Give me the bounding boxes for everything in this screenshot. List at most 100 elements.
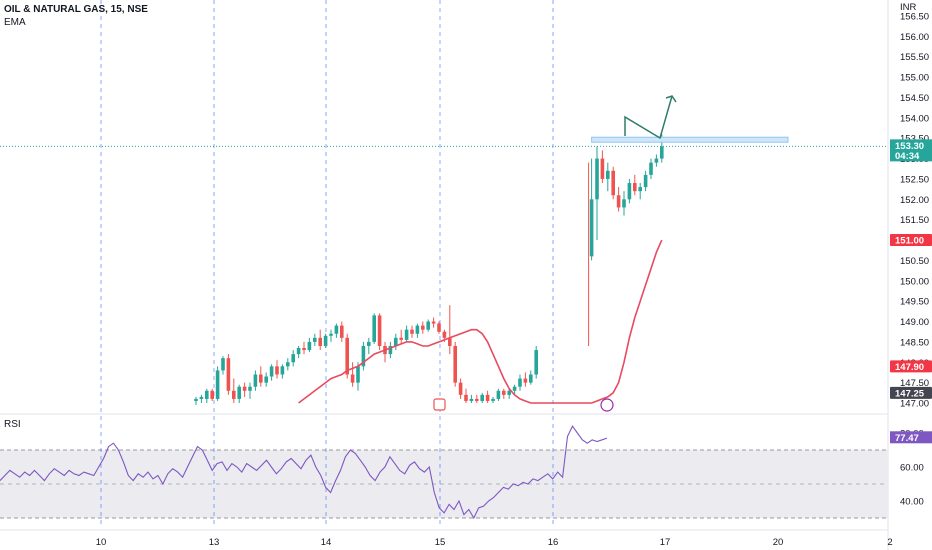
candle-body (485, 394, 490, 401)
candle-body (426, 321, 430, 330)
rsi-value-text: 77.47 (895, 433, 919, 444)
candle-body (286, 362, 290, 367)
candle-body (442, 331, 447, 338)
candle-body (318, 337, 322, 346)
candle-body (523, 378, 528, 383)
candle-body (410, 329, 414, 334)
candle-body (280, 366, 285, 375)
price-tick-153.50: 153.50 (900, 134, 929, 145)
candle-body (633, 183, 637, 192)
candle-body (627, 183, 632, 200)
candle (421, 321, 425, 334)
rsi-pane-label[interactable]: RSI (4, 419, 21, 430)
candle (431, 317, 436, 328)
price-tick-155.50: 155.50 (900, 52, 929, 63)
candle-body (248, 386, 252, 391)
candle-body (458, 382, 463, 395)
candle (291, 350, 295, 367)
candle (606, 162, 610, 192)
currency-label: INR (900, 2, 917, 13)
candle-body (404, 329, 409, 340)
candle (480, 392, 484, 403)
candle (394, 333, 398, 351)
rsi-line (0, 425, 608, 520)
candle-body (221, 358, 225, 371)
candle (221, 356, 225, 375)
candle (280, 364, 285, 379)
indicator-label[interactable]: EMA (4, 17, 26, 28)
candle-body (199, 396, 204, 399)
candle (361, 341, 366, 371)
candle-body (242, 386, 247, 391)
candle (377, 313, 382, 351)
candle (275, 360, 279, 379)
price-tick-156.00: 156.00 (900, 32, 929, 43)
candle-body (205, 390, 209, 399)
candle-body (372, 315, 376, 342)
price-tick-151.50: 151.50 (900, 215, 929, 226)
candle-body (421, 325, 425, 330)
candle-body (595, 158, 599, 200)
candle (323, 333, 328, 349)
price-tick-149.00: 149.00 (900, 317, 929, 328)
price-tick-147.00: 147.00 (900, 399, 929, 410)
candle (302, 341, 306, 355)
candle (437, 321, 441, 334)
time-tick-15: 15 (435, 537, 446, 548)
candle-body (622, 199, 626, 208)
candle-body (237, 386, 241, 399)
candle-body (253, 374, 258, 387)
candle (622, 191, 626, 216)
candle (334, 323, 339, 338)
rsi-tick-40: 40.00 (900, 497, 924, 508)
candle (313, 333, 317, 346)
candle (226, 354, 231, 395)
current-price-tag (890, 139, 932, 162)
candle (286, 358, 290, 371)
price-tag-0-text: 151.00 (895, 236, 924, 247)
candle-body (491, 398, 495, 401)
candle (215, 366, 220, 401)
candle-body (361, 345, 366, 367)
candle (388, 341, 393, 359)
price-tick-155.00: 155.00 (900, 73, 929, 84)
candle (350, 362, 355, 387)
candle-body (589, 199, 594, 257)
candle-body (464, 394, 468, 401)
time-tick-10: 10 (96, 537, 107, 548)
candle (643, 170, 648, 192)
candle-body (654, 158, 659, 163)
price-tag-0 (890, 234, 932, 247)
candle-body (600, 158, 605, 179)
candle-body (518, 378, 522, 387)
candle-body (399, 337, 403, 340)
candle-body (394, 337, 398, 346)
candle (242, 382, 247, 397)
candle (649, 158, 653, 179)
price-tag-1-text: 147.90 (895, 362, 924, 373)
candle-body (437, 323, 441, 332)
countdown-text: 04:34 (895, 151, 920, 162)
candle (595, 146, 599, 241)
price-tick-156.50: 156.50 (900, 12, 929, 23)
candle (600, 150, 605, 184)
candle-body (377, 315, 382, 346)
candle (502, 388, 506, 399)
price-tick-149.50: 149.50 (900, 297, 929, 308)
time-tick-20: 20 (773, 537, 784, 548)
candle (464, 388, 468, 403)
candle-body (334, 325, 339, 334)
candle (248, 382, 252, 399)
candle (205, 388, 209, 403)
candle (367, 337, 371, 355)
candle-body (307, 341, 312, 351)
candle-body (388, 345, 393, 355)
candle (383, 341, 387, 363)
candle-body (475, 398, 479, 401)
candle (329, 329, 333, 342)
time-tick-2: 2 (887, 537, 892, 548)
candle-body (291, 354, 295, 363)
candle (253, 370, 258, 391)
